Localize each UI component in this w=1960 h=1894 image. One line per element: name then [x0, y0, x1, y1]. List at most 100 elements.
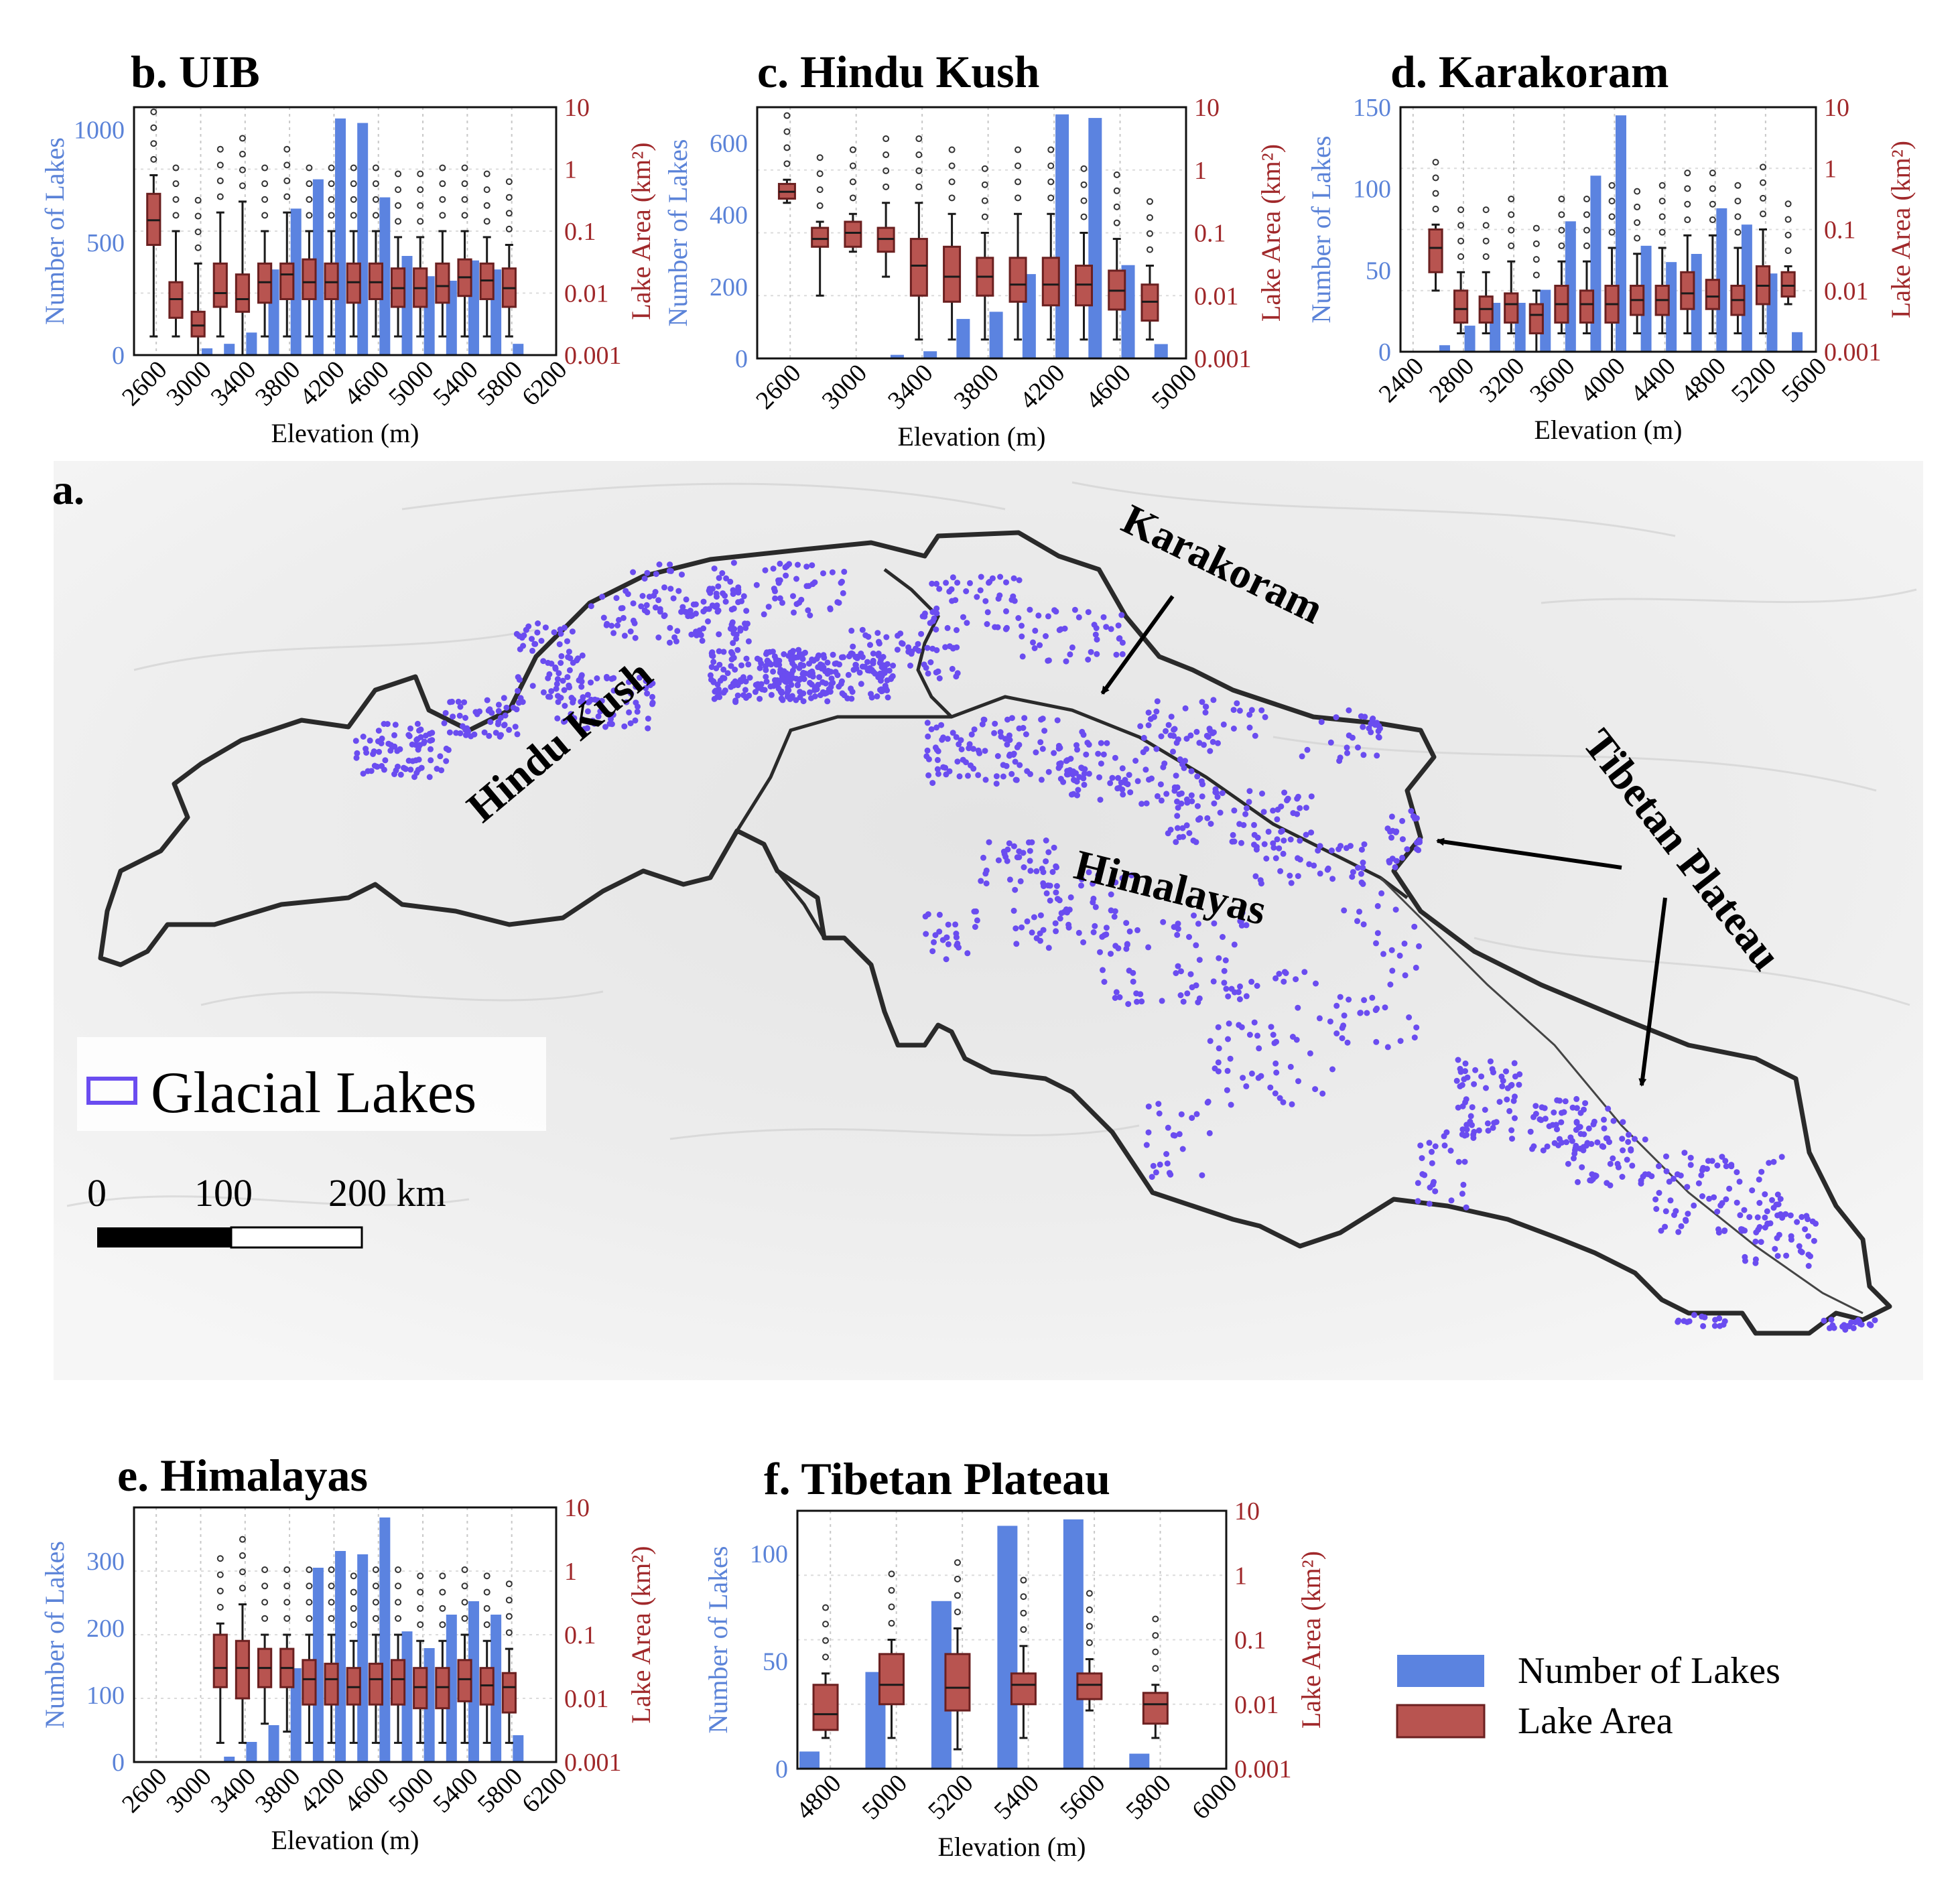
lake-point: [742, 687, 748, 693]
x-tick-label: 5800: [1120, 1769, 1176, 1825]
box-outlier: [1608, 198, 1616, 205]
y2-tick-label: 1: [1234, 1562, 1247, 1590]
lake-point: [1734, 1169, 1740, 1176]
lake-point: [711, 565, 718, 572]
lake-point: [1035, 612, 1042, 619]
lake-point: [793, 576, 799, 582]
lake-point: [1691, 1202, 1697, 1209]
lake-point: [807, 679, 813, 686]
lake-point: [1312, 1086, 1319, 1093]
lake-point: [1211, 920, 1218, 927]
lake-point: [777, 667, 784, 673]
box-outlier: [954, 1575, 961, 1582]
map-panel: a. Karakoram Hindu Kush Himalayas Tibeta…: [52, 461, 1923, 1380]
bar-count: [923, 351, 937, 358]
lake-point: [1095, 750, 1102, 757]
lake-point: [1053, 883, 1060, 889]
lake-point: [1204, 815, 1211, 821]
lake-point: [1254, 834, 1261, 841]
lake-point: [385, 740, 392, 747]
lake-point: [983, 880, 990, 887]
box-outlier: [1583, 226, 1590, 234]
box-outlier: [306, 1582, 313, 1590]
lake-point: [1210, 697, 1217, 703]
box-outlier: [261, 1615, 269, 1622]
box-outlier: [417, 202, 424, 209]
lake-point: [1737, 1212, 1744, 1219]
lake-point: [763, 678, 770, 685]
box-outlier: [350, 180, 357, 188]
box-iqr: [944, 1653, 971, 1712]
lake-point: [765, 604, 772, 610]
x-tick-label: 2600: [117, 1763, 172, 1818]
lake-point: [1360, 880, 1366, 887]
lake-point: [588, 679, 594, 686]
lake-point: [1447, 1148, 1454, 1154]
box-outlier: [1086, 1590, 1093, 1597]
box-outlier: [1146, 214, 1153, 221]
lake-point: [384, 721, 391, 728]
box-outlier: [783, 112, 791, 119]
lake-point: [1090, 880, 1096, 887]
box-outlier: [1684, 185, 1691, 192]
lake-point: [1774, 1191, 1781, 1198]
box-iqr: [812, 1684, 839, 1731]
lake-point: [1375, 728, 1382, 734]
lake-point: [1075, 787, 1082, 793]
lake-point: [763, 673, 769, 680]
lake-point: [982, 776, 989, 783]
lake-point: [418, 764, 425, 771]
lake-point: [1027, 848, 1033, 854]
lake-point: [1358, 713, 1364, 720]
box-iqr: [390, 1659, 406, 1706]
lake-point: [979, 721, 986, 728]
box-iqr: [1579, 289, 1595, 324]
box-outlier: [1047, 194, 1055, 202]
lake-point: [1083, 751, 1090, 758]
lake-point: [1499, 1083, 1506, 1089]
lake-point: [763, 651, 769, 657]
lake-point: [1254, 1032, 1260, 1039]
lake-point: [1756, 1224, 1763, 1230]
lake-point: [1301, 969, 1308, 975]
lake-point: [637, 675, 643, 681]
lake-point: [630, 617, 637, 624]
box-outlier: [948, 178, 956, 186]
lake-point: [1360, 921, 1367, 928]
lake-point: [1360, 724, 1366, 730]
x-tick-label: 3400: [206, 356, 261, 411]
box-outlier: [1047, 178, 1055, 186]
lake-point: [1091, 622, 1098, 628]
lake-point: [1276, 971, 1283, 977]
lake-point: [1053, 608, 1059, 615]
box-outlier: [1784, 216, 1792, 223]
lake-point: [465, 728, 472, 734]
lake-point: [1805, 1233, 1812, 1239]
lake-point: [946, 768, 953, 774]
lake-point: [1287, 836, 1294, 843]
lake-point: [870, 651, 876, 657]
lake-point: [859, 626, 866, 633]
lake-point: [1419, 1155, 1425, 1162]
lake-point: [738, 598, 745, 604]
lake-point: [1554, 1126, 1560, 1133]
lake-point: [1196, 740, 1203, 746]
lake-point: [1313, 980, 1319, 987]
lake-point: [1667, 1197, 1674, 1204]
lake-point: [1237, 983, 1243, 990]
lake-point: [1045, 613, 1051, 620]
box-outlier: [261, 1566, 269, 1573]
region-boundary-himalaya: [735, 695, 1409, 899]
lake-point: [1317, 843, 1323, 850]
lake-point: [1399, 836, 1406, 843]
lake-point: [1741, 1207, 1748, 1213]
lake-point: [1554, 1097, 1561, 1103]
box-outlier: [1532, 271, 1540, 279]
lake-point: [1066, 906, 1073, 913]
box-outlier: [1658, 182, 1666, 189]
box-outlier: [1482, 206, 1490, 214]
lake-point: [820, 570, 826, 577]
lake-point: [768, 691, 775, 698]
lake-point: [674, 628, 681, 634]
lake-point: [610, 675, 617, 681]
